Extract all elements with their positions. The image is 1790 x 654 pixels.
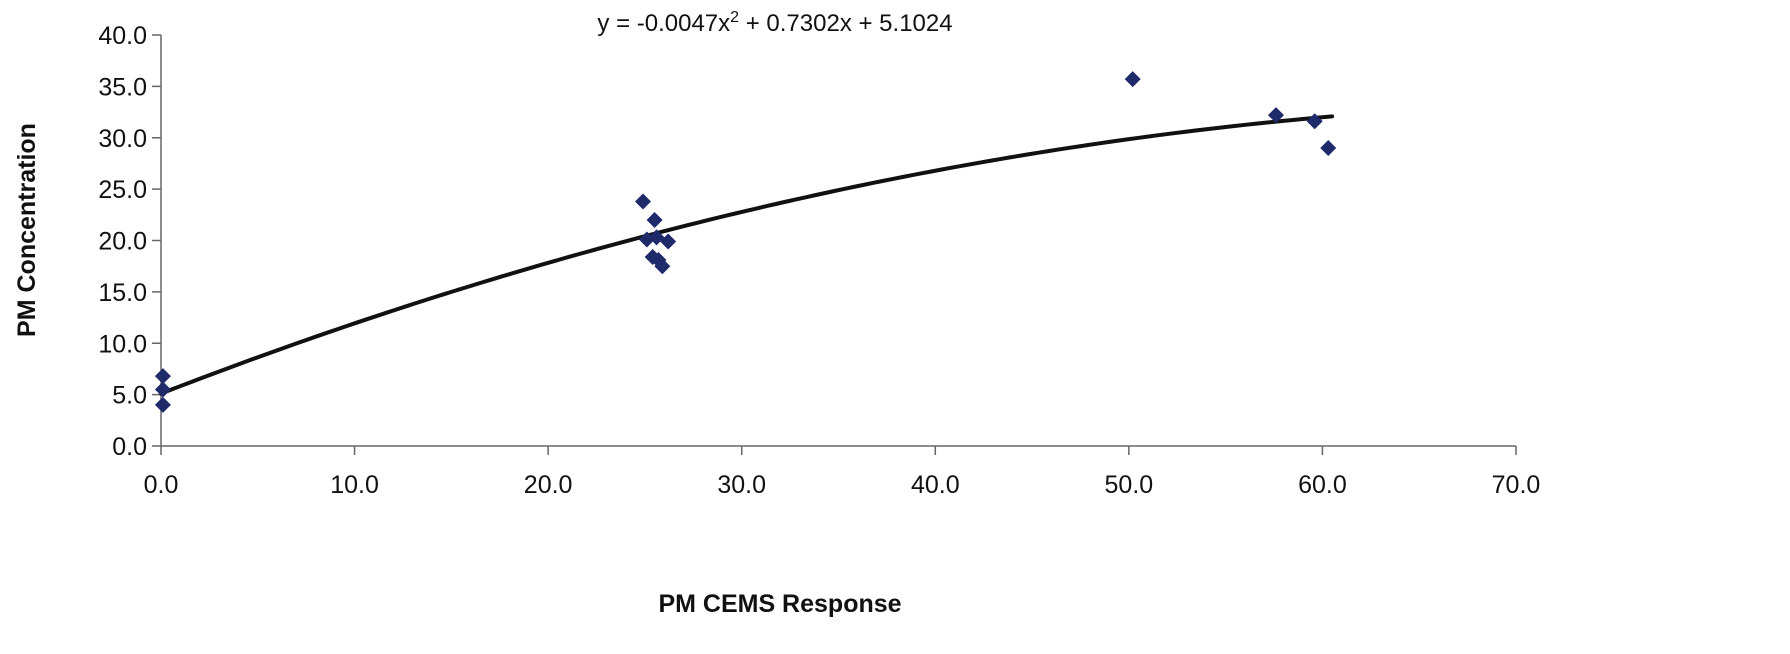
- y-tick-labels: 0.0 5.0 10.0 15.0 20.0 25.0 30.0 35.0 40.0: [98, 22, 147, 461]
- x-tick-label: 0.0: [144, 471, 179, 499]
- x-tick-label: 40.0: [911, 471, 960, 499]
- y-tick-label: 10.0: [98, 330, 147, 358]
- axes: [152, 34, 1517, 455]
- data-point: [634, 193, 651, 210]
- equation-suffix: + 0.7302x + 5.1024: [739, 10, 953, 37]
- data-point: [654, 258, 671, 275]
- x-tick-label: 20.0: [524, 471, 573, 499]
- data-point: [646, 211, 663, 228]
- data-point: [1124, 71, 1141, 88]
- y-tick-label: 20.0: [98, 228, 147, 256]
- x-tick-label: 60.0: [1298, 471, 1347, 499]
- x-tick-label: 30.0: [717, 471, 766, 499]
- data-point: [154, 368, 171, 385]
- y-tick-label: 40.0: [98, 22, 147, 50]
- y-tick-label: 25.0: [98, 176, 147, 204]
- equation-prefix: y = -0.0047x: [597, 10, 730, 37]
- x-tick-label: 10.0: [330, 471, 379, 499]
- y-tick-label: 15.0: [98, 279, 147, 307]
- y-tick-label: 30.0: [98, 125, 147, 153]
- data-point: [154, 396, 171, 413]
- y-tick-label: 5.0: [112, 382, 147, 410]
- x-axis-label: PM CEMS Response: [658, 590, 901, 618]
- trendline-layer: [159, 114, 1335, 396]
- y-tick-label: 0.0: [112, 433, 147, 461]
- data-point: [660, 233, 677, 250]
- trendline: [159, 114, 1335, 396]
- data-points: [154, 71, 1337, 413]
- x-tick-label: 70.0: [1492, 471, 1541, 499]
- data-point: [154, 381, 171, 398]
- y-axis-label: PM Concentration: [13, 123, 41, 337]
- x-tick-label: 50.0: [1105, 471, 1154, 499]
- data-point: [1306, 113, 1323, 130]
- data-point: [1320, 140, 1337, 157]
- trendline-equation: y = -0.0047x2 + 0.7302x + 5.1024: [597, 9, 952, 37]
- data-point: [1267, 107, 1284, 124]
- y-tick-label: 35.0: [98, 73, 147, 101]
- x-tick-labels: 0.0 10.0 20.0 30.0 40.0 50.0 60.0 70.0: [144, 471, 1541, 499]
- equation-superscript: 2: [730, 9, 739, 26]
